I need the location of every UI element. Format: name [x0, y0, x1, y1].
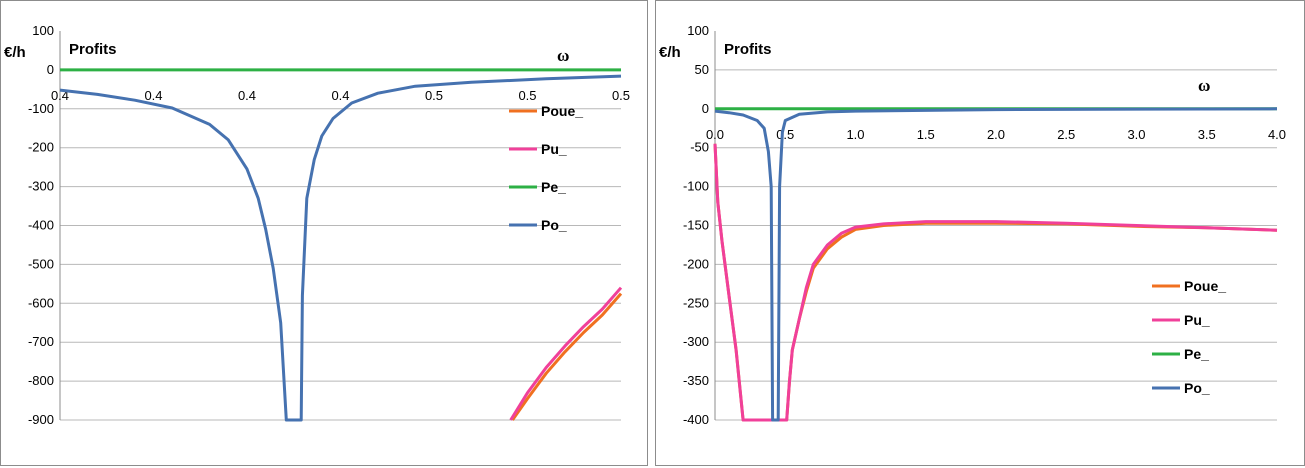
y-tick-label: 100: [32, 23, 54, 38]
y-tick-label: -400: [28, 218, 54, 233]
x-tick-label: 3.5: [1198, 127, 1216, 142]
legend-label: Poue_: [541, 103, 583, 119]
series-line-po: [714, 107, 1278, 422]
x-tick-label: 0.4: [238, 88, 256, 103]
x-tick-label: 0.5: [776, 127, 794, 142]
y-tick-label: 0: [702, 101, 709, 116]
y-tick-label: -600: [28, 295, 54, 310]
chart-svg: 100 50 0 -50 -100 -150 -200 -250 -300 -350 -400 0.0…: [659, 23, 1286, 427]
x-tick-label: 0.4: [331, 88, 349, 103]
chart-title: Profits: [724, 41, 772, 58]
y-tick-label: 50: [695, 62, 709, 77]
y-tick-label: -400: [683, 412, 709, 427]
y-tick-label: 0: [47, 62, 54, 77]
y-tick-label: -300: [28, 179, 54, 194]
y-tick-label: 100: [687, 23, 709, 38]
y-tick-label: -300: [683, 334, 709, 349]
chart-svg: 100 0 -100 -200 -300 -400 -500 -600 -700 -800 -900…: [4, 23, 630, 427]
series-line-pu: [509, 286, 623, 421]
x-tick-label: 0.4: [144, 88, 162, 103]
legend-label: Pu_: [1184, 312, 1210, 328]
legend-label: Po_: [541, 217, 567, 233]
y-tick-label: -350: [683, 373, 709, 388]
x-tick-label: 2.0: [987, 127, 1005, 142]
legend-label: Poue_: [1184, 278, 1226, 294]
series-line-poue: [511, 292, 623, 421]
y-tick-label: -700: [28, 334, 54, 349]
y-tick-label: -900: [28, 412, 54, 427]
chart-panel-left: 100 0 -100 -200 -300 -400 -500 -600 -700 -800 -900…: [0, 0, 648, 466]
x-tick-label: 4.0: [1268, 127, 1286, 142]
series-line-po: [59, 74, 622, 422]
y-tick-label: -150: [683, 218, 709, 233]
x-tick-label: 1.0: [846, 127, 864, 142]
y-axis-label: €/h: [659, 44, 681, 61]
legend-label: Pu_: [541, 141, 567, 157]
legend-label: Pe_: [541, 179, 566, 195]
y-axis-label: €/h: [4, 44, 26, 61]
series-line-pu: [713, 143, 1278, 422]
chart-panel-right: 100 50 0 -50 -100 -150 -200 -250 -300 -350 -400 0.0…: [655, 0, 1305, 466]
y-tick-label: -50: [690, 140, 709, 155]
y-tick-label: -100: [28, 101, 54, 116]
chart-title: Profits: [69, 41, 117, 58]
x-axis-label: ω: [557, 46, 569, 65]
y-tick-label: -200: [28, 140, 54, 155]
x-tick-label: 0.0: [706, 127, 724, 142]
x-tick-label: 1.5: [917, 127, 935, 142]
x-tick-label: 0.5: [425, 88, 443, 103]
x-tick-label: 2.5: [1057, 127, 1075, 142]
legend-label: Po_: [1184, 380, 1210, 396]
legend-label: Pe_: [1184, 346, 1209, 362]
y-tick-label: -250: [683, 295, 709, 310]
y-tick-label: -200: [683, 256, 709, 271]
y-tick-label: -800: [28, 373, 54, 388]
y-tick-label: -100: [683, 179, 709, 194]
y-tick-label: -500: [28, 256, 54, 271]
x-tick-label: 0.5: [518, 88, 536, 103]
x-tick-label: 0.5: [612, 88, 630, 103]
x-axis-label: ω: [1198, 76, 1210, 95]
x-tick-label: 3.0: [1127, 127, 1145, 142]
